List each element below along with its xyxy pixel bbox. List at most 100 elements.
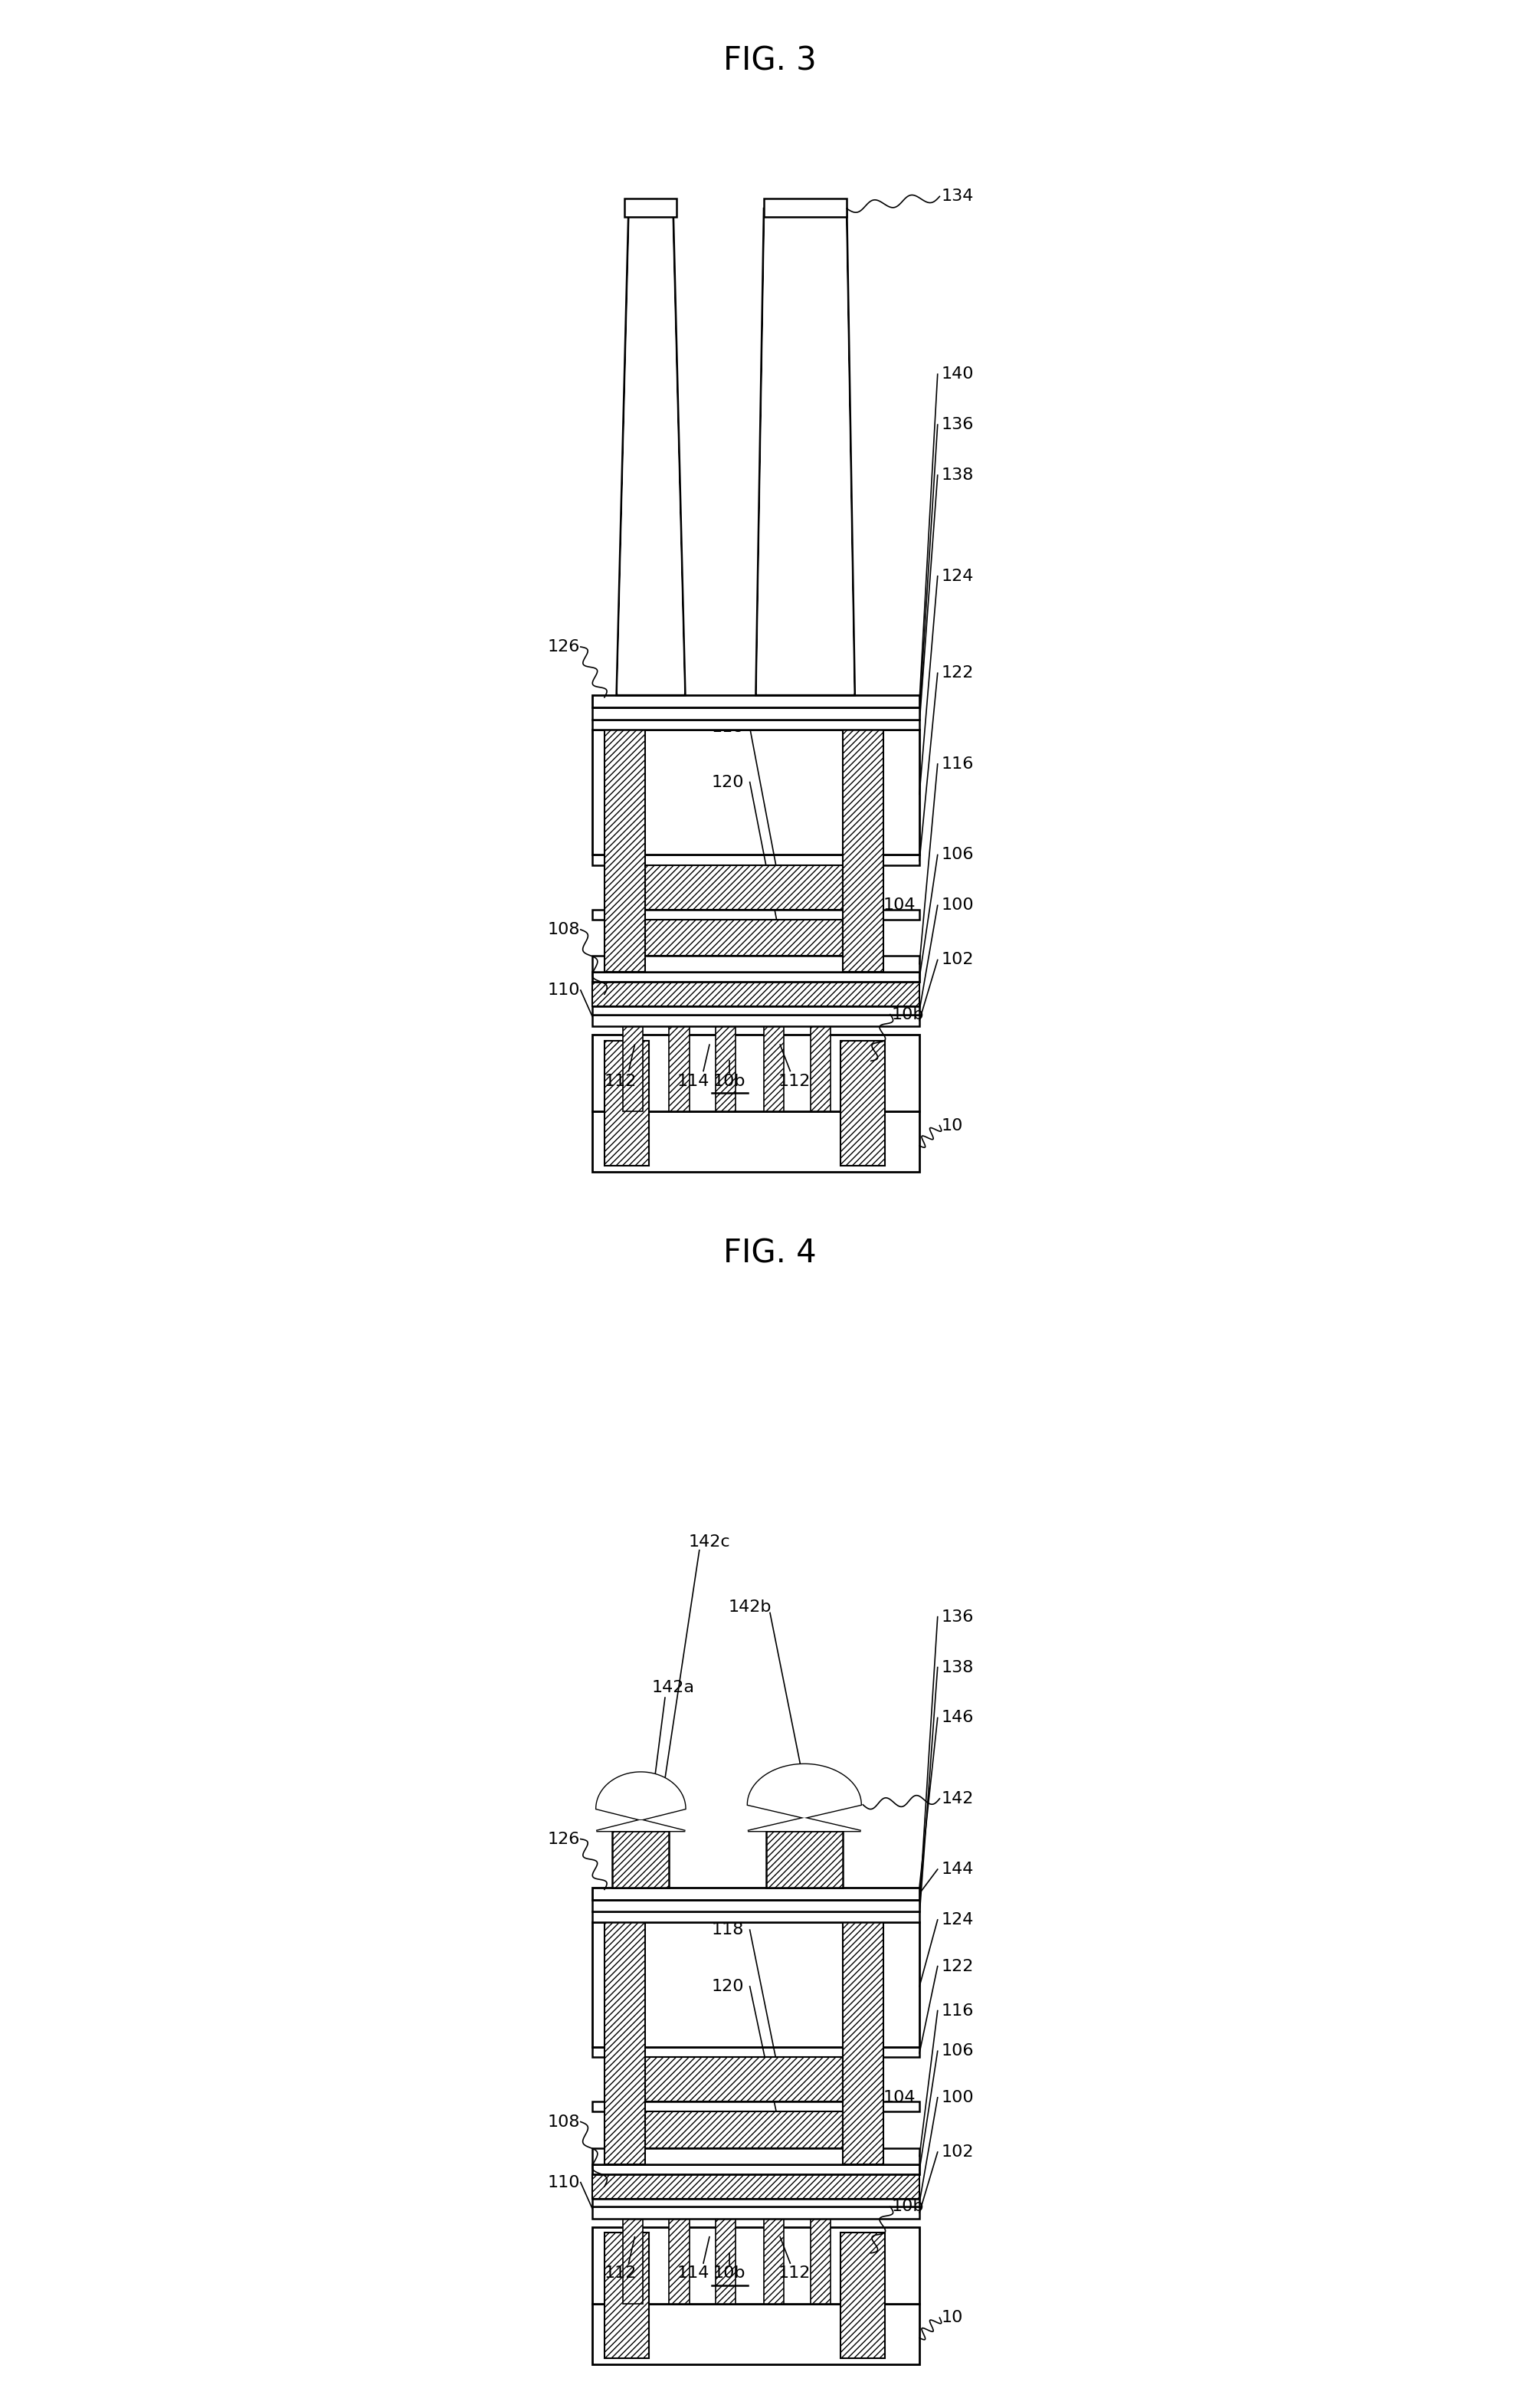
- Bar: [841, 1042, 885, 1166]
- Text: 104: 104: [882, 898, 915, 912]
- Bar: [593, 707, 919, 718]
- Bar: [593, 982, 919, 1006]
- Text: 10b: 10b: [713, 1073, 745, 1090]
- Bar: [716, 2218, 736, 2304]
- Bar: [593, 2048, 919, 2057]
- Polygon shape: [618, 216, 684, 692]
- Text: 100: 100: [941, 898, 975, 912]
- Bar: [593, 2100, 919, 2112]
- Bar: [593, 910, 919, 920]
- Bar: [810, 1027, 830, 1111]
- Text: 108: 108: [548, 922, 581, 936]
- Bar: [593, 2206, 919, 2218]
- Text: 102: 102: [941, 2144, 975, 2160]
- Text: 138: 138: [941, 1660, 975, 1674]
- Bar: [810, 2218, 830, 2304]
- Bar: [841, 2232, 885, 2359]
- Bar: [593, 1006, 919, 1015]
- Polygon shape: [756, 216, 853, 692]
- Text: 102: 102: [941, 953, 975, 968]
- Text: 108: 108: [548, 2115, 581, 2129]
- Bar: [593, 1887, 919, 1899]
- Text: 106: 106: [941, 2043, 975, 2060]
- Bar: [593, 2165, 919, 2175]
- Text: 118: 118: [711, 721, 744, 735]
- Text: 100: 100: [941, 2091, 975, 2105]
- Text: 10: 10: [941, 1118, 964, 1133]
- Text: 10: 10: [941, 2311, 964, 2326]
- Polygon shape: [596, 1772, 685, 1830]
- Text: 142a: 142a: [651, 1679, 695, 1696]
- Bar: [645, 920, 842, 956]
- Text: 110: 110: [548, 2175, 581, 2189]
- Bar: [593, 972, 919, 982]
- Text: 10b: 10b: [713, 2266, 745, 2280]
- Bar: [604, 2232, 648, 2359]
- Bar: [645, 2057, 842, 2100]
- Polygon shape: [596, 1772, 685, 1830]
- Text: 112: 112: [778, 2266, 810, 2280]
- Text: 110: 110: [548, 982, 581, 999]
- Text: 124: 124: [941, 1911, 975, 1928]
- Bar: [842, 730, 882, 972]
- Bar: [593, 1899, 919, 1911]
- Text: 114: 114: [678, 1073, 710, 1090]
- Text: 116: 116: [941, 2002, 975, 2019]
- Bar: [604, 1921, 645, 2165]
- Text: 120: 120: [711, 774, 744, 790]
- Bar: [593, 956, 919, 972]
- Text: 10b: 10b: [892, 2199, 924, 2215]
- Bar: [593, 2148, 919, 2165]
- Text: FIG. 4: FIG. 4: [724, 1238, 816, 1269]
- Text: 138: 138: [941, 467, 975, 484]
- Bar: [593, 855, 919, 865]
- Bar: [604, 730, 645, 972]
- Bar: [593, 1921, 919, 2048]
- Text: 122: 122: [941, 1959, 975, 1973]
- Bar: [593, 1015, 919, 1027]
- Text: 112: 112: [778, 1073, 810, 1090]
- Text: 142b: 142b: [728, 1600, 772, 1614]
- Bar: [764, 2218, 784, 2304]
- Bar: [622, 2218, 642, 2304]
- Bar: [593, 1111, 919, 1171]
- Text: 126: 126: [548, 639, 581, 654]
- Polygon shape: [748, 1765, 861, 1830]
- Text: 114: 114: [678, 2266, 710, 2280]
- Bar: [842, 1921, 882, 2165]
- Bar: [668, 1027, 690, 1111]
- Bar: [613, 1830, 668, 1887]
- Polygon shape: [616, 208, 685, 695]
- Text: 142: 142: [941, 1791, 975, 1806]
- Bar: [716, 1027, 736, 1111]
- Text: 116: 116: [941, 757, 975, 771]
- Text: 112: 112: [604, 2266, 638, 2280]
- Polygon shape: [748, 1765, 861, 1830]
- Bar: [604, 1042, 648, 1166]
- Bar: [645, 865, 842, 910]
- Text: FIG. 3: FIG. 3: [724, 46, 816, 77]
- Bar: [764, 199, 847, 216]
- Bar: [593, 2227, 919, 2304]
- Bar: [624, 199, 676, 216]
- Bar: [593, 730, 919, 855]
- Bar: [764, 1027, 784, 1111]
- Bar: [593, 1035, 919, 1111]
- Bar: [593, 2304, 919, 2364]
- Bar: [668, 2218, 690, 2304]
- Text: 112: 112: [604, 1073, 638, 1090]
- Bar: [593, 2199, 919, 2206]
- Bar: [593, 718, 919, 730]
- Bar: [593, 1911, 919, 1921]
- Text: 118: 118: [711, 1923, 744, 1938]
- Bar: [622, 1027, 642, 1111]
- Text: 140: 140: [941, 366, 975, 381]
- Text: 104: 104: [882, 2091, 915, 2105]
- Text: 136: 136: [941, 1609, 975, 1624]
- Text: 106: 106: [941, 848, 975, 862]
- Bar: [645, 2112, 842, 2148]
- Bar: [593, 2175, 919, 2199]
- Text: 144: 144: [941, 1861, 975, 1878]
- Text: 134: 134: [941, 189, 975, 204]
- Bar: [593, 695, 919, 707]
